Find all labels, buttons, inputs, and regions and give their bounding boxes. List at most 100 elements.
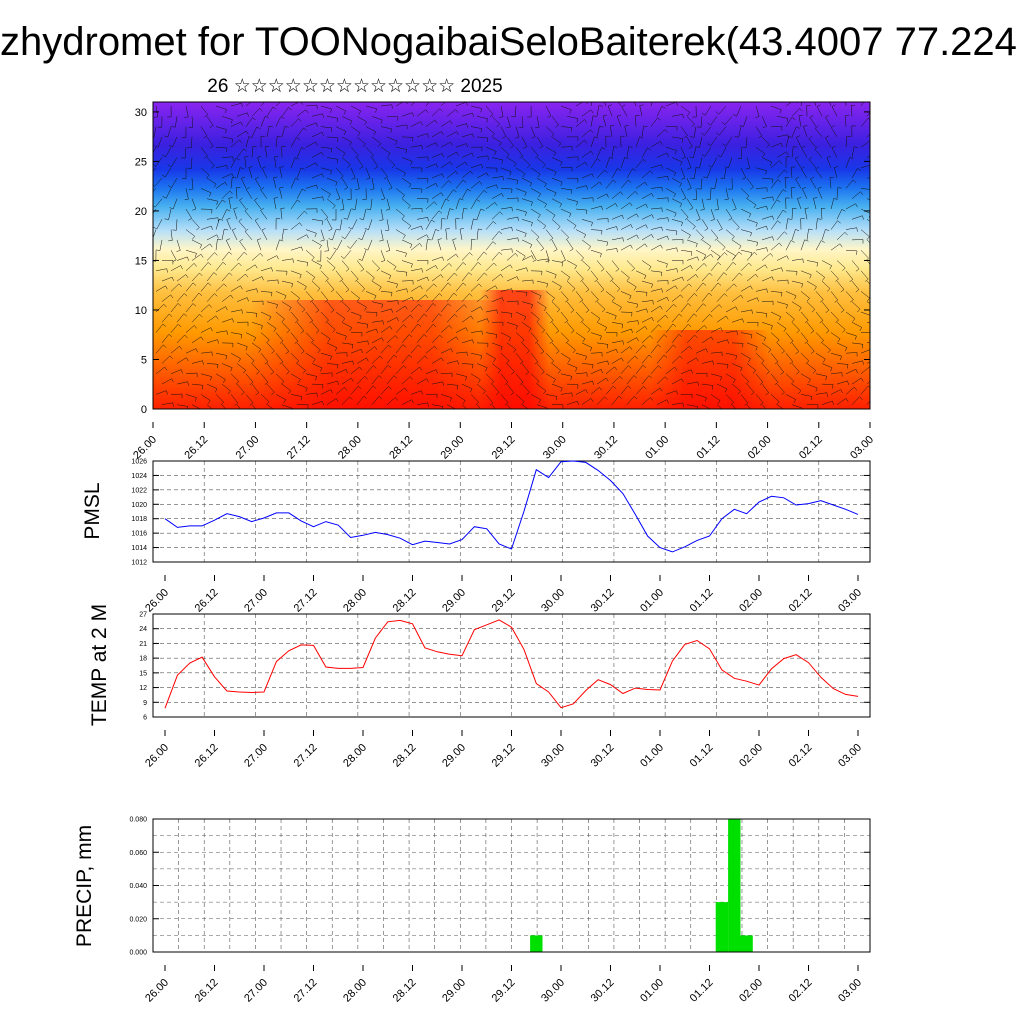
wind-barb-flag xyxy=(682,402,684,407)
wind-barb xyxy=(500,167,512,173)
x-tick-label: 02.00 xyxy=(737,587,765,615)
wind-barb xyxy=(261,229,268,241)
wind-barb-flag xyxy=(342,153,346,157)
y-tick-label: 21 xyxy=(139,641,147,648)
wind-barb-flag xyxy=(330,356,332,361)
wind-barb xyxy=(254,200,262,210)
wind-barb-flag xyxy=(751,309,753,314)
wind-barb-flag xyxy=(551,133,555,138)
wind-barb-flag xyxy=(608,104,613,107)
wind-barb-flag xyxy=(476,199,481,202)
wind-barb xyxy=(296,147,302,158)
wind-barb xyxy=(485,202,495,210)
wind-barb xyxy=(521,279,533,282)
wind-barb-flag xyxy=(693,313,698,317)
wind-barb xyxy=(830,311,839,321)
wind-barb xyxy=(770,311,782,318)
wind-barb xyxy=(776,301,788,305)
wind-barb-flag xyxy=(657,344,662,348)
wind-barb-flag xyxy=(467,188,472,192)
wind-barb xyxy=(491,211,501,220)
wind-barb-flag xyxy=(860,191,864,195)
wind-barb-flag xyxy=(702,282,707,286)
wind-barb xyxy=(431,334,440,344)
wind-barb-flag xyxy=(235,157,240,161)
x-tick-label: 26.00 xyxy=(143,977,171,1005)
wind-barb xyxy=(446,360,458,364)
wind-barb-flag xyxy=(324,217,329,221)
wind-barb xyxy=(215,283,225,292)
wind-barb xyxy=(401,112,413,117)
wind-barb-flag xyxy=(616,288,621,292)
wind-barb-flag xyxy=(576,201,578,206)
wind-barb-flag xyxy=(379,240,384,242)
wind-barb xyxy=(153,167,157,172)
wind-barb-flag xyxy=(709,314,713,318)
precip-bar xyxy=(530,935,543,952)
wind-barb-flag xyxy=(663,354,668,358)
wind-barb xyxy=(821,301,830,311)
wind-barb xyxy=(455,123,467,127)
wind-barb xyxy=(560,208,572,214)
x-tick-label: 30.12 xyxy=(589,587,617,615)
wind-barb xyxy=(320,332,331,340)
wind-barb xyxy=(446,253,457,261)
wind-barb xyxy=(260,116,266,127)
wind-barb-flag xyxy=(651,234,654,239)
wind-barb-flag xyxy=(300,396,303,401)
wind-barb-flag xyxy=(628,365,632,369)
wind-barb xyxy=(356,340,368,344)
wind-barb xyxy=(161,402,173,405)
wind-barb xyxy=(671,294,681,302)
wind-barb-flag xyxy=(264,361,269,365)
wind-barb xyxy=(521,136,528,147)
wind-barb xyxy=(776,363,784,373)
wind-barb xyxy=(656,334,665,344)
wind-barb-flag xyxy=(837,338,841,343)
wind-barb-flag xyxy=(840,310,845,313)
wind-barb xyxy=(341,177,349,188)
wind-barb-flag xyxy=(565,299,569,303)
wind-barb-flag xyxy=(229,272,233,276)
wind-barb xyxy=(161,378,172,385)
wind-barb-flag xyxy=(447,303,452,307)
wind-barb-flag xyxy=(187,406,189,409)
wind-barb xyxy=(386,239,391,251)
wind-barb xyxy=(341,157,351,165)
wind-barb xyxy=(791,404,803,409)
wind-barb xyxy=(635,115,637,127)
wind-barb xyxy=(305,392,317,395)
wind-barb-flag xyxy=(199,272,203,276)
wind-barb-flag xyxy=(844,347,848,352)
wind-barb-flag xyxy=(524,233,527,238)
wind-barb xyxy=(761,322,773,326)
wind-barb-flag xyxy=(808,379,811,383)
wind-barb-flag xyxy=(546,283,548,288)
x-tick-label: 26.00 xyxy=(143,742,171,770)
wind-barb-flag xyxy=(345,289,350,293)
wind-barb-flag xyxy=(256,288,258,293)
wind-barb xyxy=(380,326,391,333)
wind-barb-flag xyxy=(629,295,632,300)
wind-barb xyxy=(425,201,435,210)
wind-barb-flag xyxy=(543,225,546,230)
wind-barb-flag xyxy=(559,203,562,208)
wind-barb-flag xyxy=(462,400,466,404)
wind-barb-flag xyxy=(692,226,696,230)
wind-barb-flag xyxy=(616,248,618,253)
wind-barb xyxy=(821,280,831,289)
wind-barb xyxy=(806,363,816,371)
wind-barb xyxy=(221,209,227,220)
wind-barb xyxy=(153,188,157,193)
wind-barb-flag xyxy=(319,245,322,249)
wind-barb-flag xyxy=(529,411,531,414)
wind-barb xyxy=(808,138,817,148)
wind-barb xyxy=(866,177,870,179)
wind-barb xyxy=(455,394,466,401)
wind-barb xyxy=(350,291,360,299)
wind-barb xyxy=(626,337,637,344)
wind-barb xyxy=(401,280,414,282)
wind-barb-flag xyxy=(395,140,398,145)
wind-barb-flag xyxy=(535,126,540,129)
wind-barb-flag xyxy=(367,340,369,345)
